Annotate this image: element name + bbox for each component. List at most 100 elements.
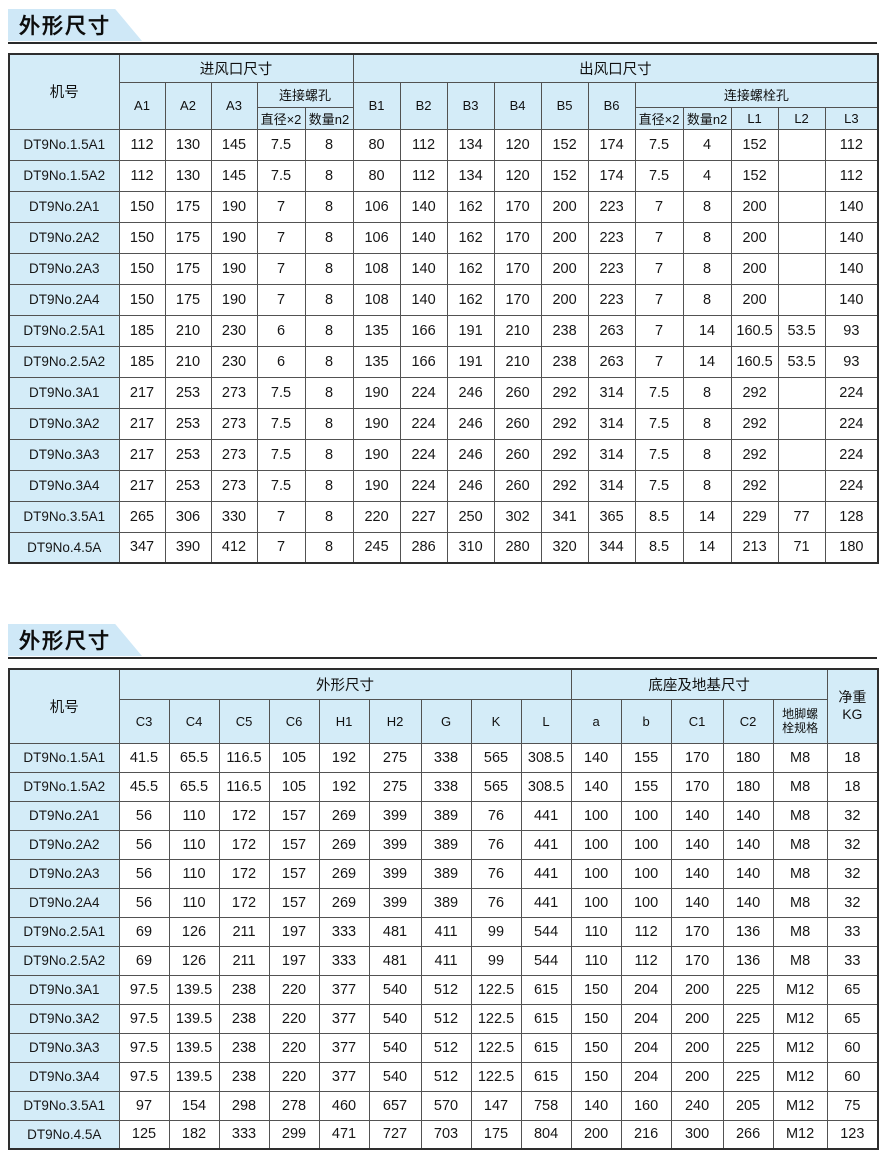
col-header-l: L bbox=[520, 698, 572, 744]
value-cell: 140 bbox=[722, 800, 774, 831]
value-cell: 246 bbox=[446, 469, 495, 502]
value-cell: 377 bbox=[318, 1003, 370, 1034]
value-cell: 76 bbox=[470, 858, 522, 889]
value-cell: 512 bbox=[420, 1061, 472, 1092]
value-cell: 108 bbox=[352, 283, 401, 316]
value-cell: 224 bbox=[399, 438, 448, 471]
value-cell: 130 bbox=[164, 128, 212, 161]
value-cell: 123 bbox=[826, 1119, 879, 1150]
value-cell: 7.5 bbox=[634, 438, 684, 471]
value-cell: 172 bbox=[218, 887, 270, 918]
value-cell: 130 bbox=[164, 159, 212, 192]
value-cell: 8 bbox=[682, 469, 732, 502]
value-cell: 76 bbox=[470, 887, 522, 918]
value-cell: 140 bbox=[722, 858, 774, 889]
model-cell: DT9No.3A2 bbox=[8, 407, 120, 440]
value-cell: 703 bbox=[420, 1119, 472, 1150]
value-cell: 308.5 bbox=[520, 742, 572, 773]
value-cell: 166 bbox=[399, 314, 448, 347]
value-cell: 139.5 bbox=[168, 1061, 220, 1092]
value-cell: 298 bbox=[218, 1090, 270, 1121]
value-cell: 93 bbox=[824, 345, 879, 378]
value-cell: 246 bbox=[446, 438, 495, 471]
model-cell: DT9No.1.5A2 bbox=[8, 771, 120, 802]
table-row: DT9No.3.5A1 97 154 298 278 460 657 570 147 758 140… bbox=[8, 1090, 879, 1121]
value-cell: 230 bbox=[210, 345, 258, 378]
value-cell: 120 bbox=[493, 159, 542, 192]
value-cell: 246 bbox=[446, 376, 495, 409]
value-cell: 224 bbox=[399, 469, 448, 502]
value-cell: 140 bbox=[722, 829, 774, 860]
value-cell: 93 bbox=[824, 314, 879, 347]
value-cell: 223 bbox=[587, 283, 636, 316]
section-title: 外形尺寸 bbox=[19, 630, 111, 653]
value-cell: 160.5 bbox=[730, 314, 779, 347]
value-cell: 512 bbox=[420, 1003, 472, 1034]
value-cell: 162 bbox=[446, 283, 495, 316]
value-cell: 7 bbox=[634, 283, 684, 316]
value-cell: 150 bbox=[118, 283, 166, 316]
value-cell: 8 bbox=[682, 221, 732, 254]
value-cell: 275 bbox=[368, 771, 422, 802]
value-cell: 105 bbox=[268, 742, 320, 773]
value-cell: 140 bbox=[824, 190, 879, 223]
value-cell: 615 bbox=[520, 1032, 572, 1063]
value-cell: 33 bbox=[826, 916, 879, 947]
value-cell: 8 bbox=[682, 376, 732, 409]
value-cell: 8 bbox=[304, 252, 354, 285]
value-cell: 65 bbox=[826, 974, 879, 1005]
value-cell: 411 bbox=[420, 916, 472, 947]
value-cell: 56 bbox=[118, 887, 170, 918]
inlet-outlet-dimensions-table: 机号 进风口尺寸 出风口尺寸 A1 A2 A3 连接螺孔 B1 B2 B3 B4… bbox=[8, 53, 880, 564]
model-cell: DT9No.2.5A2 bbox=[8, 945, 120, 976]
table-row: DT9No.1.5A2 45.5 65.5 116.5 105 192 275 338 565 3… bbox=[8, 771, 879, 802]
value-cell: 308.5 bbox=[520, 771, 572, 802]
value-cell: 292 bbox=[540, 438, 589, 471]
value-cell: 140 bbox=[399, 190, 448, 223]
value-cell: 192 bbox=[318, 742, 370, 773]
value-cell: 8 bbox=[682, 407, 732, 440]
value-cell: 126 bbox=[168, 916, 220, 947]
value-cell: 174 bbox=[587, 128, 636, 161]
model-cell: DT9No.2A2 bbox=[8, 221, 120, 254]
value-cell bbox=[777, 159, 826, 192]
value-cell: 97.5 bbox=[118, 1003, 170, 1034]
value-cell: 217 bbox=[118, 469, 166, 502]
value-cell: 56 bbox=[118, 800, 170, 831]
value-cell: 260 bbox=[493, 376, 542, 409]
anchor-bolt-label: 地脚螺栓规格 bbox=[782, 706, 819, 735]
value-cell: 105 bbox=[268, 771, 320, 802]
value-cell: 76 bbox=[470, 800, 522, 831]
section-inlet-outlet: 外形尺寸 机号 进风口尺寸 出风口尺寸 A1 bbox=[0, 0, 885, 564]
section-title: 外形尺寸 bbox=[19, 15, 111, 38]
table-row: DT9No.2.5A1 185 210 230 6 8 135 166 191 210 238 263… bbox=[8, 314, 879, 347]
value-cell: 224 bbox=[399, 376, 448, 409]
value-cell: 4 bbox=[682, 128, 732, 161]
value-cell: 180 bbox=[722, 771, 774, 802]
value-cell: 14 bbox=[682, 314, 732, 347]
value-cell: 108 bbox=[352, 252, 401, 285]
value-cell: 7 bbox=[256, 221, 306, 254]
value-cell: 77 bbox=[777, 500, 826, 533]
value-cell: 389 bbox=[420, 829, 472, 860]
value-cell: 240 bbox=[670, 1090, 724, 1121]
model-cell: DT9No.3A1 bbox=[8, 376, 120, 409]
col-header-c5: C5 bbox=[218, 698, 270, 744]
value-cell: 333 bbox=[318, 916, 370, 947]
value-cell: 540 bbox=[368, 1003, 422, 1034]
value-cell: 7.5 bbox=[634, 469, 684, 502]
value-cell: M8 bbox=[772, 945, 828, 976]
value-cell bbox=[777, 407, 826, 440]
value-cell: 160 bbox=[620, 1090, 672, 1121]
value-cell: 60 bbox=[826, 1061, 879, 1092]
value-cell: 320 bbox=[540, 531, 589, 564]
value-cell: 136 bbox=[722, 945, 774, 976]
value-cell: 140 bbox=[670, 829, 724, 860]
value-cell: 8 bbox=[682, 252, 732, 285]
value-cell: 175 bbox=[164, 283, 212, 316]
table-row: DT9No.1.5A1 41.5 65.5 116.5 105 192 275 338 565 3… bbox=[8, 742, 879, 773]
model-cell: DT9No.2A4 bbox=[8, 887, 120, 918]
table-row: DT9No.3A2 97.5 139.5 238 220 377 540 512 122.5 61… bbox=[8, 1003, 879, 1034]
value-cell: 122.5 bbox=[470, 1032, 522, 1063]
value-cell: 227 bbox=[399, 500, 448, 533]
